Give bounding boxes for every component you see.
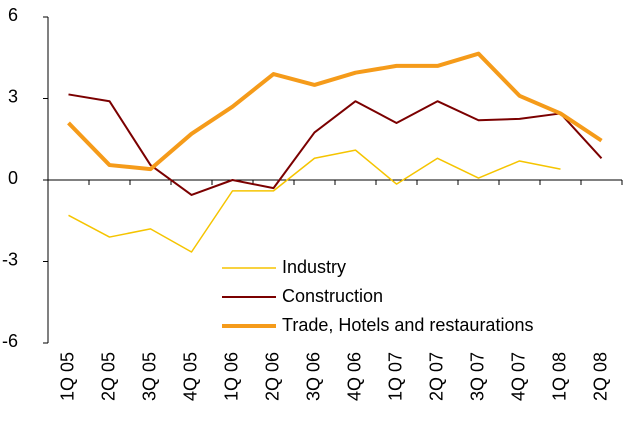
series-line <box>68 93 603 196</box>
y-tick-label: 0 <box>8 168 18 188</box>
legend-label: Construction <box>282 286 383 306</box>
x-tick-label: 1Q 07 <box>385 352 405 401</box>
x-tick-label: 2Q 06 <box>262 352 282 401</box>
x-tick-label: 4Q 06 <box>344 352 364 401</box>
x-tick-label: 1Q 06 <box>221 352 241 401</box>
series-line <box>67 51 603 172</box>
series-line <box>68 149 561 253</box>
x-tick-label: 2Q 08 <box>590 352 610 401</box>
y-tick-label: 3 <box>8 86 18 106</box>
y-tick-label: -6 <box>2 331 18 351</box>
y-tick-label: 6 <box>8 5 18 25</box>
x-tick-label: 4Q 05 <box>180 352 200 401</box>
x-tick-label: 2Q 05 <box>98 352 118 401</box>
y-tick-label: -3 <box>2 249 18 269</box>
x-tick-label: 4Q 07 <box>508 352 528 401</box>
x-tick-label: 3Q 06 <box>303 352 323 401</box>
x-tick-label: 1Q 05 <box>57 352 77 401</box>
x-tick-label: 1Q 08 <box>549 352 569 401</box>
legend-label: Trade, Hotels and restaurations <box>282 315 533 335</box>
x-tick-label: 3Q 05 <box>139 352 159 401</box>
legend-label: Industry <box>282 257 346 277</box>
x-tick-label: 3Q 07 <box>467 352 487 401</box>
x-tick-label: 2Q 07 <box>426 352 446 401</box>
